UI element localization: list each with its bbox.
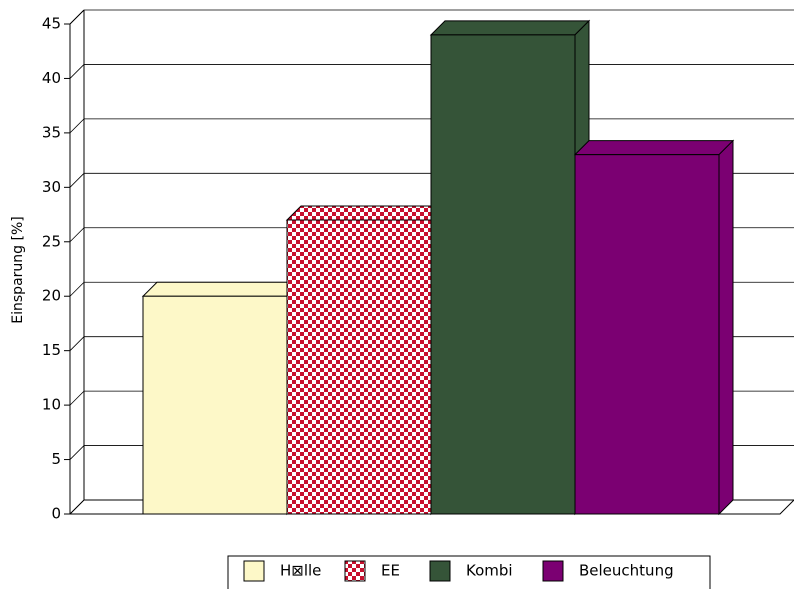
y-tick-label: 0	[51, 505, 61, 523]
y-tick-label: 25	[42, 232, 61, 250]
grid-diag	[69, 9, 85, 25]
legend-label: Kombi	[466, 562, 513, 580]
legend-swatch	[243, 560, 265, 582]
legend-box	[227, 555, 711, 589]
y-tick-label: 35	[42, 123, 61, 141]
bar-top	[573, 140, 735, 156]
legend-label: Beleuchtung	[579, 562, 674, 580]
bar	[574, 154, 720, 515]
grid-diag	[69, 173, 85, 188]
legend-swatch	[542, 560, 564, 582]
grid-diag	[69, 64, 85, 79]
y-tick-label: 45	[42, 15, 61, 33]
bar	[142, 295, 288, 515]
grid-diag	[69, 118, 85, 134]
grid-diag	[69, 281, 85, 297]
y-tick-label: 15	[42, 341, 61, 359]
grid-diag	[69, 227, 85, 243]
y-tick-label: 20	[42, 287, 61, 305]
y-tick-label: 10	[42, 396, 61, 414]
legend-label: H⊠lle	[280, 562, 321, 580]
grid-diag	[69, 445, 85, 460]
legend-swatch	[429, 560, 451, 582]
grid-diag	[69, 390, 85, 406]
y-tick-label: 5	[51, 450, 61, 468]
bar-top	[429, 20, 591, 36]
bar-top	[285, 205, 447, 221]
y-axis-title: Einsparung [%]	[10, 216, 26, 323]
bar-side	[718, 139, 734, 516]
bar	[286, 219, 432, 515]
legend-swatch	[344, 560, 366, 582]
grid-diag	[69, 499, 85, 515]
y-tick-label: 40	[42, 69, 61, 87]
grid-diag	[69, 336, 85, 351]
bar	[430, 34, 576, 515]
bar-top	[141, 281, 303, 297]
legend-label: EE	[381, 562, 400, 580]
y-tick-label: 30	[42, 178, 61, 196]
